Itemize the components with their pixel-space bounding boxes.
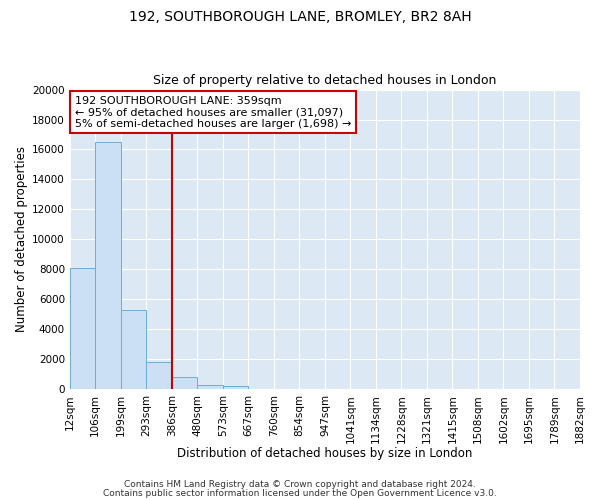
Text: 192, SOUTHBOROUGH LANE, BROMLEY, BR2 8AH: 192, SOUTHBOROUGH LANE, BROMLEY, BR2 8AH [128,10,472,24]
Bar [197,384,223,389]
Bar [223,386,248,389]
Bar [146,362,172,389]
Text: Contains public sector information licensed under the Open Government Licence v3: Contains public sector information licen… [103,488,497,498]
Bar [95,142,121,389]
Bar [70,268,95,389]
Text: Contains HM Land Registry data © Crown copyright and database right 2024.: Contains HM Land Registry data © Crown c… [124,480,476,489]
X-axis label: Distribution of detached houses by size in London: Distribution of detached houses by size … [177,447,473,460]
Bar [121,310,146,389]
Bar [172,377,197,389]
Y-axis label: Number of detached properties: Number of detached properties [15,146,28,332]
Title: Size of property relative to detached houses in London: Size of property relative to detached ho… [153,74,497,87]
Text: 192 SOUTHBOROUGH LANE: 359sqm
← 95% of detached houses are smaller (31,097)
5% o: 192 SOUTHBOROUGH LANE: 359sqm ← 95% of d… [75,96,351,128]
